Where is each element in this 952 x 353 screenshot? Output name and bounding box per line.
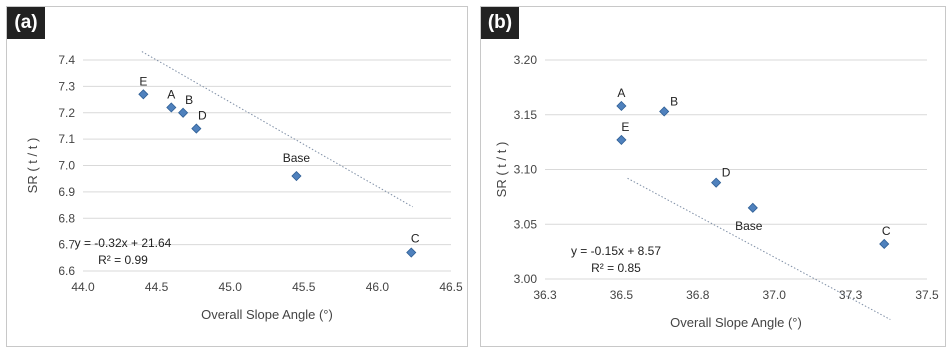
chart-1-trend-r2: R² = 0.85 bbox=[591, 261, 641, 275]
chart-1-point-label: B bbox=[670, 94, 678, 108]
chart-1-point-label: D bbox=[722, 166, 731, 180]
chart-0-y-tick-label: 6.8 bbox=[58, 211, 75, 225]
chart-1-point-label: A bbox=[617, 86, 625, 100]
chart-1-data-point bbox=[747, 202, 758, 213]
chart-0-y-tick-label: 6.9 bbox=[58, 185, 75, 199]
chart-1-x-tick-label: 37.0 bbox=[763, 288, 787, 302]
panel-label-b: (b) bbox=[481, 7, 519, 39]
chart-1-data-point bbox=[711, 177, 722, 188]
chart-0-x-tick-label: 44.0 bbox=[71, 280, 95, 294]
chart-0-y-tick-label: 7.3 bbox=[58, 79, 75, 93]
chart-1-trendline bbox=[627, 177, 891, 320]
chart-panel-a: 6.6 6.7 6.8 6.9 7.0 7.1 7.2 7.3 7.4 44.0 44.5 45.0 4… bbox=[6, 6, 468, 347]
chart-0-x-tick-label: 45.5 bbox=[292, 280, 316, 294]
chart-b-svg: 3.00 3.05 3.10 3.15 3.20 36.3 36.5 36.8 37.0 37.3… bbox=[494, 53, 939, 330]
chart-1-data-point bbox=[616, 134, 627, 146]
chart-0-trendline bbox=[141, 51, 413, 208]
chart-0-y-tick-label: 7.4 bbox=[58, 53, 75, 67]
chart-1-y-tick-label: 3.15 bbox=[514, 108, 538, 122]
chart-1-y-tick-label: 3.00 bbox=[514, 272, 538, 286]
chart-0-trend-equation: y = -0.32x + 21.64 bbox=[75, 236, 172, 250]
panel-label-a: (a) bbox=[7, 7, 45, 39]
chart-0-point-label: A bbox=[167, 87, 175, 101]
chart-0-x-tick-label: 46.0 bbox=[366, 280, 390, 294]
chart-0-data-point bbox=[191, 123, 202, 134]
chart-0-data-point bbox=[178, 107, 189, 118]
chart-0-y-tick-label: 7.2 bbox=[58, 106, 75, 120]
chart-0-y-tick-label: 7.0 bbox=[58, 159, 75, 173]
chart-1-y-tick-label: 3.20 bbox=[514, 53, 538, 67]
chart-0-point-label: D bbox=[198, 109, 207, 123]
chart-0-trend-r2: R² = 0.99 bbox=[98, 253, 148, 267]
chart-1-point-label: Base bbox=[735, 219, 763, 233]
chart-1-data-point bbox=[616, 100, 627, 112]
chart-0-data-point bbox=[291, 170, 302, 182]
chart-1-data-point bbox=[879, 238, 890, 250]
chart-0-y-tick-label: 7.1 bbox=[58, 132, 75, 146]
chart-1-point-label: C bbox=[882, 224, 891, 238]
chart-a-svg: 6.6 6.7 6.8 6.9 7.0 7.1 7.2 7.3 7.4 44.0 44.5 45.0 4… bbox=[25, 51, 463, 322]
chart-1-x-tick-label: 36.8 bbox=[686, 288, 710, 302]
chart-panel-b: 3.00 3.05 3.10 3.15 3.20 36.3 36.5 36.8 37.0 37.3… bbox=[480, 6, 946, 347]
chart-0-data-point bbox=[138, 89, 149, 100]
chart-0-point-label: E bbox=[139, 74, 147, 88]
chart-0-y-axis-title: SR ( t / t ) bbox=[25, 138, 40, 194]
chart-1-x-tick-label: 36.5 bbox=[610, 288, 634, 302]
chart-1-point-label: E bbox=[621, 120, 629, 134]
chart-0-data-point bbox=[406, 247, 417, 258]
chart-1-x-tick-label: 37.5 bbox=[915, 288, 939, 302]
chart-0-y-tick-label: 6.6 bbox=[58, 264, 75, 278]
chart-0-x-tick-label: 46.5 bbox=[439, 280, 463, 294]
chart-1-y-axis-title: SR ( t / t ) bbox=[494, 142, 509, 198]
chart-0-x-tick-label: 45.0 bbox=[219, 280, 243, 294]
chart-1-x-tick-label: 37.3 bbox=[839, 288, 863, 302]
chart-0-y-tick-label: 6.7 bbox=[58, 238, 75, 252]
chart-0-data-point bbox=[166, 102, 177, 113]
chart-0-point-label: C bbox=[411, 232, 420, 246]
chart-1-y-tick-label: 3.05 bbox=[514, 217, 538, 231]
chart-1-trend-equation: y = -0.15x + 8.57 bbox=[571, 244, 661, 258]
chart-0-x-tick-label: 44.5 bbox=[145, 280, 169, 294]
chart-0-point-label: B bbox=[185, 93, 193, 107]
chart-1-data-point bbox=[659, 106, 670, 117]
chart-1-x-axis-title: Overall Slope Angle (°) bbox=[670, 315, 802, 330]
chart-1-x-tick-label: 36.3 bbox=[533, 288, 557, 302]
chart-0-x-axis-title: Overall Slope Angle (°) bbox=[201, 307, 333, 322]
chart-1-y-tick-label: 3.10 bbox=[514, 163, 538, 177]
chart-0-point-label: Base bbox=[283, 151, 311, 165]
